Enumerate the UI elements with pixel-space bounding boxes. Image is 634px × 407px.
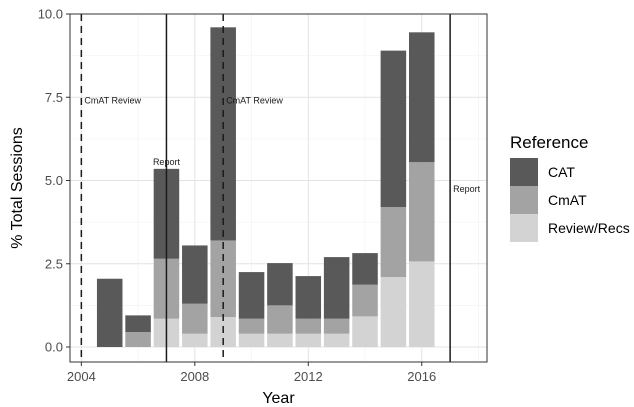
bar-cmat-2013 (323, 318, 350, 334)
y-tick-label: 2.5 (45, 256, 63, 271)
legend-swatch-cmat (510, 186, 538, 214)
y-tick-label: 7.5 (45, 90, 63, 105)
y-axis-title: % Total Sessions (9, 127, 26, 249)
bar-review-recs-2008 (182, 333, 208, 348)
bar-review-recs-2014 (352, 316, 378, 348)
bar-cat-2005 (96, 278, 123, 348)
bar-review-recs-2012 (295, 333, 322, 348)
bar-review-recs-2013 (323, 333, 350, 348)
bars (96, 27, 435, 348)
bar-cmat-2012 (295, 318, 322, 334)
legend-swatch-review-recs (510, 214, 538, 242)
panel-border (69, 13, 488, 363)
bar-cat-2013 (323, 257, 350, 319)
reference-lines (80, 14, 451, 362)
annotation-label: CmAT Review (226, 96, 283, 106)
x-tick-label: 2016 (407, 369, 436, 384)
axis-ticks: 0.0 2.5 5.0 7.5 10.0 2004 2008 2012 2016 (38, 7, 437, 385)
bar-cmat-2010 (238, 318, 265, 334)
bar-cat-2016 (408, 32, 435, 163)
x-tick-label: 2008 (180, 369, 209, 384)
legend-title: Reference (510, 133, 588, 152)
x-axis-title: Year (262, 390, 295, 407)
x-tick-label: 2004 (67, 369, 96, 384)
bar-cmat-2008 (182, 303, 208, 334)
bar-review-recs-2016 (408, 261, 435, 348)
bar-cmat-2011 (267, 305, 293, 334)
annotation-label: Report (153, 157, 181, 167)
bar-cat-2015 (380, 50, 407, 208)
y-tick-label: 5.0 (45, 173, 63, 188)
y-tick-label: 0.0 (45, 340, 63, 355)
bar-cmat-2014 (352, 284, 378, 317)
bar-review-recs-2010 (238, 333, 265, 348)
legend-label-cmat: CmAT (548, 192, 587, 208)
bar-cat-2006 (125, 315, 151, 333)
annotations: CmAT Review Report CmAT Review Report (84, 96, 480, 194)
legend-swatch-cat (510, 158, 538, 186)
legend-label-review-recs: Review/Recs (548, 220, 630, 236)
bar-cmat-2015 (380, 207, 407, 278)
bar-cat-2011 (267, 263, 293, 306)
bar-cmat-2016 (408, 162, 435, 262)
annotation-label: Report (453, 184, 481, 194)
bar-cat-2012 (295, 276, 322, 319)
bar-cmat-2006 (125, 332, 151, 348)
bar-cat-2014 (352, 253, 378, 285)
bar-cat-2008 (182, 245, 208, 304)
legend: Reference CAT CmAT Review/Recs (510, 133, 630, 242)
bar-review-recs-2011 (267, 333, 293, 348)
legend-label-cat: CAT (548, 164, 575, 180)
x-tick-label: 2012 (294, 369, 323, 384)
y-tick-label: 10.0 (38, 7, 63, 22)
bar-cat-2010 (238, 272, 265, 319)
bar-review-recs-2015 (380, 277, 407, 348)
annotation-label: CmAT Review (84, 96, 141, 106)
